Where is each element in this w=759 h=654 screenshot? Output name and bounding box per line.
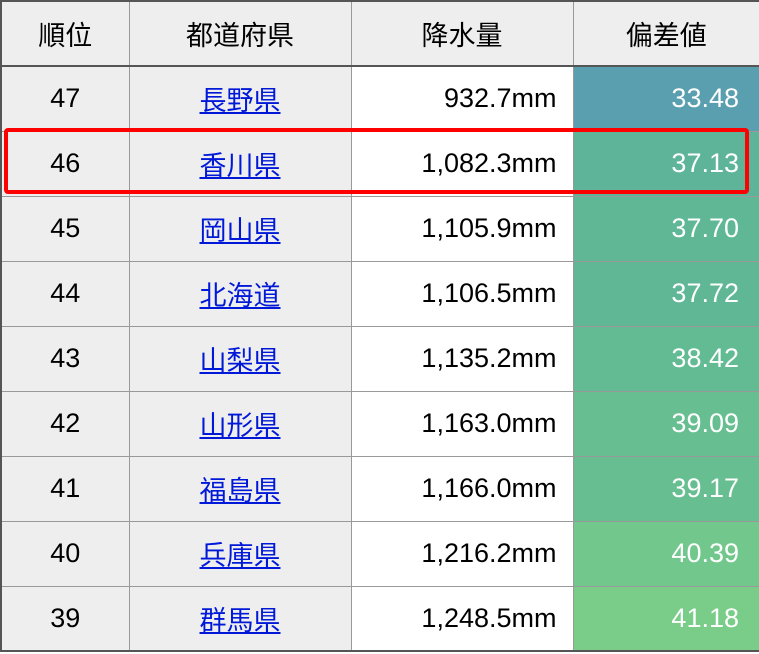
rank-cell: 46: [1, 131, 129, 196]
prefecture-link[interactable]: 福島県: [200, 476, 281, 506]
header-row: 順位 都道府県 降水量 偏差値: [1, 1, 759, 66]
rank-cell: 40: [1, 521, 129, 586]
table-row: 47 長野県 932.7mm33.48: [1, 66, 759, 131]
deviation-cell: 40.39: [573, 521, 759, 586]
table-row: 39 群馬県 1,248.5mm41.18: [1, 586, 759, 651]
precipitation-cell: 1,135.2mm: [351, 326, 573, 391]
rank-cell: 47: [1, 66, 129, 131]
table-row: 41 福島県 1,166.0mm39.17: [1, 456, 759, 521]
ranking-table: 順位 都道府県 降水量 偏差値 47 長野県 932.7mm33.48 46 香川県 1,…: [0, 0, 759, 652]
prefecture-link[interactable]: 山形県: [200, 411, 281, 441]
rank-cell: 44: [1, 261, 129, 326]
deviation-cell: 38.42: [573, 326, 759, 391]
prefecture-link[interactable]: 群馬県: [200, 606, 281, 636]
table-row: 46 香川県 1,082.3mm37.13: [1, 131, 759, 196]
table-body: 47 長野県 932.7mm33.48 46 香川県 1,082.3mm37.13 45 岡山…: [1, 66, 759, 651]
prefecture-link[interactable]: 兵庫県: [200, 541, 281, 571]
precipitation-cell: 1,248.5mm: [351, 586, 573, 651]
rank-cell: 45: [1, 196, 129, 261]
rank-cell: 42: [1, 391, 129, 456]
precipitation-cell: 1,166.0mm: [351, 456, 573, 521]
deviation-cell: 37.72: [573, 261, 759, 326]
rank-cell: 41: [1, 456, 129, 521]
table-row: 44 北海道 1,106.5mm37.72: [1, 261, 759, 326]
precipitation-cell: 932.7mm: [351, 66, 573, 131]
precipitation-cell: 1,216.2mm: [351, 521, 573, 586]
table-row: 42 山形県 1,163.0mm39.09: [1, 391, 759, 456]
deviation-cell: 39.09: [573, 391, 759, 456]
prefecture-link[interactable]: 香川県: [200, 151, 281, 181]
prefecture-cell: 長野県: [129, 66, 351, 131]
prefecture-cell: 香川県: [129, 131, 351, 196]
prefecture-cell: 兵庫県: [129, 521, 351, 586]
prefecture-link[interactable]: 北海道: [200, 281, 281, 311]
deviation-cell: 39.17: [573, 456, 759, 521]
prefecture-cell: 北海道: [129, 261, 351, 326]
prefecture-link[interactable]: 長野県: [200, 86, 281, 116]
col-deviation: 偏差値: [573, 1, 759, 66]
prefecture-cell: 福島県: [129, 456, 351, 521]
deviation-cell: 37.13: [573, 131, 759, 196]
prefecture-link[interactable]: 岡山県: [200, 216, 281, 246]
table-row: 43 山梨県 1,135.2mm38.42: [1, 326, 759, 391]
deviation-cell: 37.70: [573, 196, 759, 261]
deviation-cell: 41.18: [573, 586, 759, 651]
precipitation-cell: 1,163.0mm: [351, 391, 573, 456]
col-rank: 順位: [1, 1, 129, 66]
prefecture-link[interactable]: 山梨県: [200, 346, 281, 376]
table-row: 40 兵庫県 1,216.2mm40.39: [1, 521, 759, 586]
prefecture-cell: 山梨県: [129, 326, 351, 391]
rank-cell: 39: [1, 586, 129, 651]
prefecture-cell: 岡山県: [129, 196, 351, 261]
precipitation-cell: 1,105.9mm: [351, 196, 573, 261]
col-prefecture: 都道府県: [129, 1, 351, 66]
precipitation-cell: 1,106.5mm: [351, 261, 573, 326]
prefecture-cell: 群馬県: [129, 586, 351, 651]
rank-cell: 43: [1, 326, 129, 391]
precipitation-cell: 1,082.3mm: [351, 131, 573, 196]
table-row: 45 岡山県 1,105.9mm37.70: [1, 196, 759, 261]
table-container: 順位 都道府県 降水量 偏差値 47 長野県 932.7mm33.48 46 香川県 1,…: [0, 0, 759, 654]
col-precipitation: 降水量: [351, 1, 573, 66]
deviation-cell: 33.48: [573, 66, 759, 131]
prefecture-cell: 山形県: [129, 391, 351, 456]
